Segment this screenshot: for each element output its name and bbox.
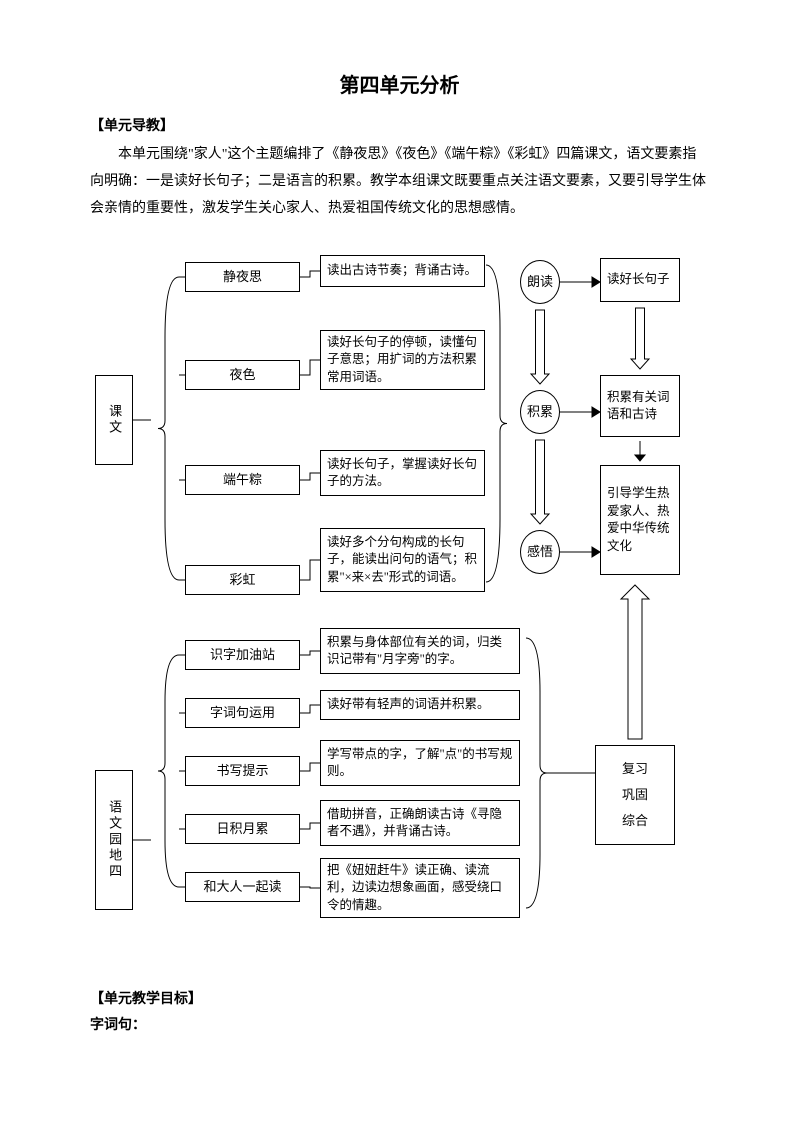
section-goal: 【单元教学目标】: [90, 989, 202, 1011]
garden-desc-0: 积累与身体部位有关的词，归类识记带有"月字旁"的字。: [320, 628, 520, 674]
intro-paragraph: 本单元围绕"家人"这个主题编排了《静夜思》《夜色》《端午粽》《彩虹》四篇课文，语…: [90, 142, 709, 222]
lesson-2: 端午粽: [185, 465, 300, 495]
lesson-desc-3: 读好多个分句构成的长句子，能读出问句的语气；积累"×来×去"形式的词语。: [320, 528, 485, 592]
skill-oval-0: 朗读: [520, 260, 560, 304]
garden-4: 和大人一起读: [185, 872, 300, 902]
sub-goal: 字词句：: [90, 1015, 202, 1037]
garden-1: 字词句运用: [185, 698, 300, 728]
garden-desc-3: 借助拼音，正确朗读古诗《寻隐者不遇》，并背诵古诗。: [320, 800, 520, 846]
lesson-3: 彩虹: [185, 565, 300, 595]
lesson-0: 静夜思: [185, 262, 300, 292]
garden-0: 识字加油站: [185, 640, 300, 670]
lesson-desc-1: 读好长句子的停顿，读懂句子意思；用扩词的方法积累常用词语。: [320, 330, 485, 390]
lesson-desc-2: 读好长句子，掌握读好长句子的方法。: [320, 450, 485, 496]
section-guide: 【单元导教】: [90, 116, 709, 138]
skill-target-2: 引导学生热爱家人、热爱中华传统文化: [600, 465, 680, 575]
skill-target-0: 读好长句子: [600, 258, 680, 302]
garden-desc-1: 读好带有轻声的词语并积累。: [320, 690, 520, 720]
lesson-desc-0: 读出古诗节奏；背诵古诗。: [320, 255, 485, 287]
garden-desc-2: 学写带点的字，了解"点"的书写规则。: [320, 740, 520, 786]
lesson-1: 夜色: [185, 360, 300, 390]
summary-box: 复习 巩固 综合: [595, 745, 675, 845]
garden-3: 日积月累: [185, 814, 300, 844]
skill-oval-1: 积累: [520, 390, 560, 434]
root-yuandi: 语文园地四: [95, 770, 133, 910]
garden-2: 书写提示: [185, 756, 300, 786]
skill-oval-2: 感悟: [520, 530, 560, 574]
root-kewen: 课文: [95, 375, 133, 465]
page-title: 第四单元分析: [90, 70, 709, 102]
skill-target-1: 积累有关词语和古诗: [600, 375, 680, 437]
garden-desc-4: 把《妞妞赶牛》读正确、读流利，边读边想象画面，感受绕口令的情趣。: [320, 858, 520, 918]
